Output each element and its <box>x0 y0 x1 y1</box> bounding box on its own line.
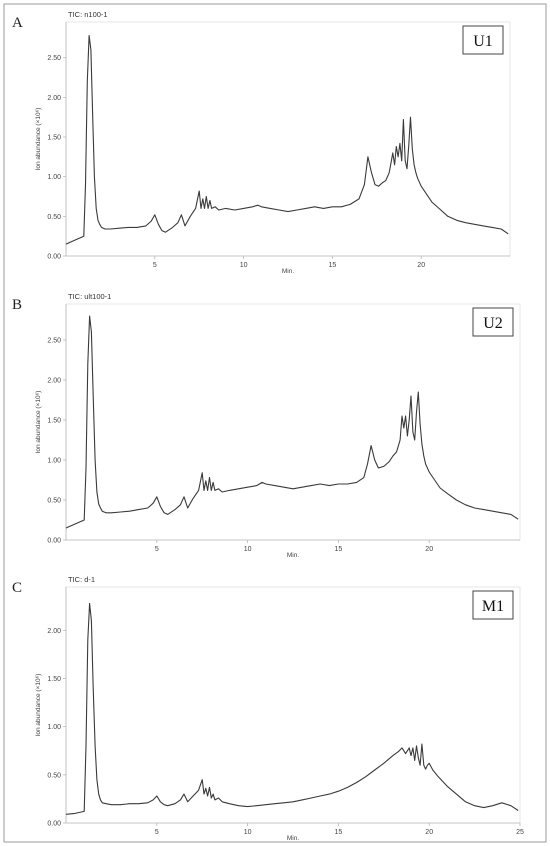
panel-2-y-tick-label: 1.50 <box>47 418 61 425</box>
panel-3-title: TIC: d-1 <box>68 575 95 584</box>
panel-3-y-tick-label: 0.00 <box>47 821 61 828</box>
panel-2-title: TIC: ult100-1 <box>68 292 111 301</box>
panel-2-y-tick-label: 0.00 <box>47 538 61 545</box>
panel-3-y-tick-label: 1.50 <box>47 676 61 683</box>
panel-1-y-tick-label: 2.00 <box>47 95 61 102</box>
panel-2-y-label: Ion abundance (×10⁶) <box>35 391 42 454</box>
panel-2-x-label: Min. <box>287 552 299 559</box>
panel-1-x-tick-label: 10 <box>240 262 248 269</box>
panel-2-sample-box <box>472 307 514 337</box>
panel-2-x-tick-label: 15 <box>335 546 343 553</box>
panel-3-y-label: Ion abundance (×10⁶) <box>35 674 42 737</box>
panel-3-x-tick-label: 20 <box>425 829 433 836</box>
panel-3-x-label: Min. <box>287 835 299 842</box>
panel-3-sample-box <box>472 590 514 620</box>
panel-1-x-tick-label: 20 <box>417 262 425 269</box>
panel-1-sample-box <box>462 25 504 55</box>
panel-3-x-tick-label: 5 <box>155 829 159 836</box>
panel-2-sample-label: U2 <box>483 315 503 332</box>
panel-3-y-tick-label: 0.50 <box>47 772 61 779</box>
panel-3-y-tick-label: 2.00 <box>47 628 61 635</box>
panel-3-x-tick-label: 25 <box>516 829 524 836</box>
panel-2-x-tick-label: 10 <box>244 546 252 553</box>
panel-2-y-tick-label: 1.00 <box>47 458 61 465</box>
panel-2-y-tick-label: 2.50 <box>47 338 61 345</box>
panel-3-plot-area <box>65 586 521 824</box>
panel-1-y-tick-label: 0.00 <box>47 254 61 261</box>
panel-2-x-tick-label: 5 <box>155 546 159 553</box>
panel-1-x-label: Min. <box>282 268 294 275</box>
panel-3-sample-label: M1 <box>482 598 504 615</box>
panel-2-y-tick-label: 2.00 <box>47 378 61 385</box>
panel-1-y-label: Ion abundance (×10⁶) <box>35 108 42 171</box>
panel-3-letter: C <box>12 580 22 596</box>
panel-1-letter: A <box>12 15 23 31</box>
panel-1-chromatogram-line <box>65 34 509 245</box>
panel-2-letter: B <box>12 297 22 313</box>
panel-3-chromatogram-line <box>65 602 519 815</box>
panel-1-sample-label: U1 <box>473 33 493 50</box>
panel-2-x-tick-label: 20 <box>425 546 433 553</box>
panel-1-y-tick-label: 1.50 <box>47 135 61 142</box>
panel-1-x-tick-label: 15 <box>329 262 337 269</box>
panel-1-y-tick-label: 2.50 <box>47 55 61 62</box>
panel-2-y-tick-label: 0.50 <box>47 498 61 505</box>
panel-3-x-tick-label: 10 <box>244 829 252 836</box>
panel-1-plot-area <box>65 21 511 257</box>
panel-3-x-tick-label: 15 <box>335 829 343 836</box>
panel-1-y-tick-label: 0.50 <box>47 214 61 221</box>
panel-1-title: TIC: n100-1 <box>68 10 108 19</box>
panel-1-y-tick-label: 1.00 <box>47 174 61 181</box>
panel-1-x-tick-label: 5 <box>153 262 157 269</box>
panel-3-y-tick-label: 1.00 <box>47 724 61 731</box>
panel-2-plot-area <box>65 303 521 541</box>
figure-frame <box>3 3 547 843</box>
panel-2-chromatogram-line <box>65 315 519 529</box>
